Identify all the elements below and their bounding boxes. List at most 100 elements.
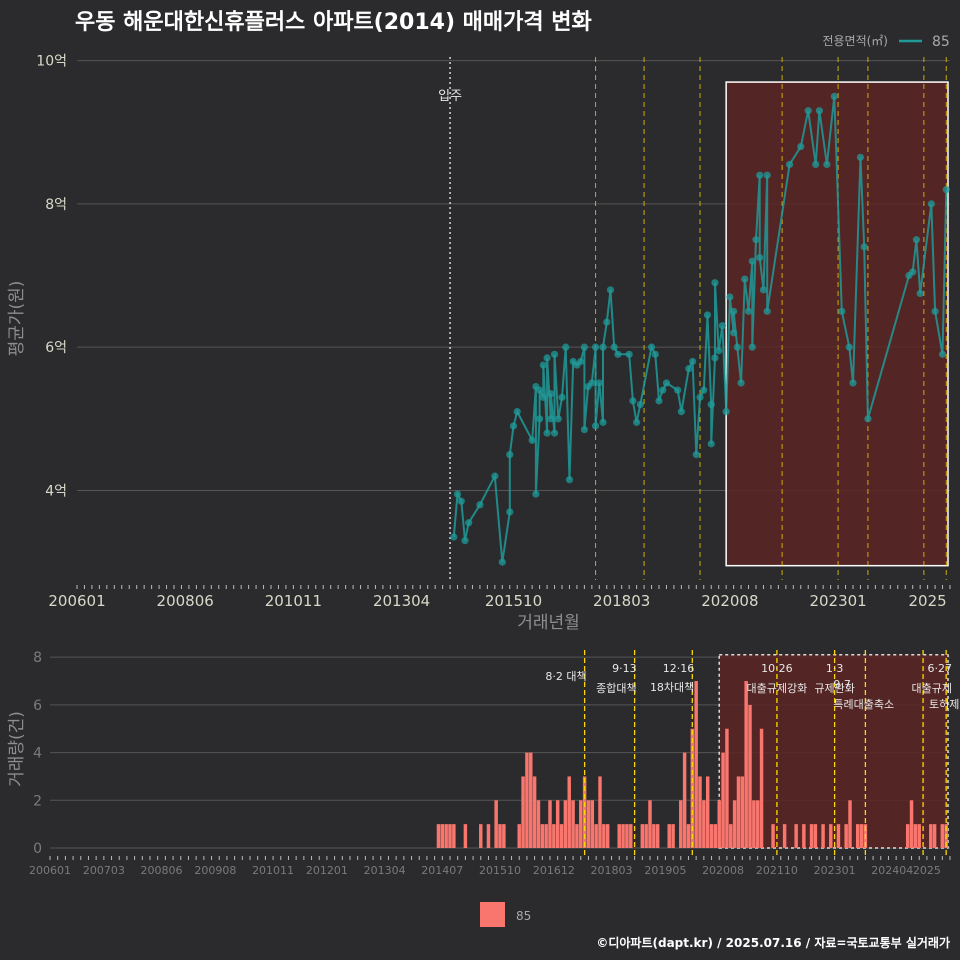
x-tick-label: 202008: [701, 592, 758, 610]
x-minor-ticks: [76, 585, 951, 589]
volume-bar: [563, 800, 568, 848]
volume-bar: [809, 824, 814, 848]
volume-chart: 0 2 4 6 8 8·2 대책 9·13 종합대책 12·16 18차대책 10·26 대출규제강화…: [7, 650, 960, 877]
price-point: [647, 343, 656, 351]
price-point: [812, 160, 820, 169]
volume-bar: [705, 776, 710, 848]
volume-bar: [855, 824, 860, 848]
price-point: [580, 425, 588, 434]
price-point: [804, 107, 812, 115]
volume-bar: [598, 776, 602, 848]
price-point: [744, 307, 753, 315]
volume-bar: [940, 824, 945, 848]
price-point: [688, 357, 697, 366]
price-point: [931, 307, 939, 315]
volume-bar: [821, 824, 825, 848]
price-point: [707, 400, 715, 409]
price-point: [748, 257, 756, 265]
volume-x-tick-label: 201407: [421, 864, 463, 877]
policy-label: 특례대출축소: [833, 698, 894, 711]
price-point: [614, 350, 622, 358]
volume-minor-ticks: [49, 856, 951, 860]
volume-y-tick-label: 8: [33, 650, 42, 666]
x-tick-label: 200601: [48, 592, 105, 610]
volume-bar: [759, 728, 764, 848]
price-point: [730, 307, 738, 315]
price-point: [756, 171, 764, 179]
volume-bar: [529, 752, 533, 848]
price-point: [599, 418, 607, 426]
volume-x-tick-label: 200601: [29, 864, 71, 877]
price-point: [539, 361, 547, 369]
price-point: [562, 343, 570, 351]
bottom-legend-label: 85: [516, 909, 531, 923]
volume-x-tick-label: 202301: [814, 864, 856, 877]
price-point: [610, 343, 618, 351]
volume-bar: [652, 824, 656, 848]
volume-bar: [586, 800, 591, 848]
volume-x-tick-label: 201803: [591, 864, 633, 877]
bottom-legend-swatch: [480, 902, 505, 927]
policy-label: 토허제 해제: [929, 697, 960, 711]
volume-x-tick-label: 201201: [306, 864, 348, 877]
price-point: [591, 343, 600, 351]
volume-bar: [671, 824, 675, 848]
price-point: [707, 440, 715, 448]
volume-bar: [736, 776, 741, 848]
y-axis-title: 평균가(원): [7, 281, 27, 357]
volume-bar: [713, 824, 718, 848]
volume-bar: [579, 800, 583, 848]
volume-bar: [479, 824, 483, 848]
volume-bar: [905, 824, 910, 848]
price-point: [912, 236, 921, 244]
legend: 전용면적(㎡) 85: [822, 34, 949, 50]
price-point: [938, 350, 947, 358]
volume-bar: [502, 824, 506, 848]
y-tick-label: 6억: [45, 340, 67, 356]
policy-label: 9·7: [833, 678, 851, 691]
price-point: [453, 490, 462, 498]
price-point: [550, 429, 559, 437]
price-point: [748, 343, 756, 351]
price-point: [730, 329, 738, 337]
price-point: [506, 451, 514, 459]
price-point: [785, 160, 794, 169]
price-point: [491, 472, 499, 480]
price-point: [737, 379, 745, 387]
x-tick-label: 201510: [485, 592, 542, 610]
price-point: [860, 243, 868, 251]
price-point: [927, 200, 935, 208]
price-point: [636, 400, 644, 409]
volume-x-tick-label: 201011: [252, 864, 294, 877]
volume-y-tick-label: 6: [33, 698, 42, 714]
price-point: [662, 379, 671, 387]
volume-bar: [552, 824, 556, 848]
price-point: [692, 451, 700, 459]
price-point: [942, 185, 950, 194]
volume-bar: [625, 824, 629, 848]
volume-bar: [682, 752, 687, 848]
price-point: [830, 92, 838, 101]
volume-bar: [555, 800, 560, 848]
price-point: [759, 286, 768, 294]
volume-x-tick-label: 2025: [913, 864, 941, 877]
x-tick-label: 201304: [373, 592, 430, 610]
price-point: [577, 357, 585, 366]
volume-bar: [617, 824, 621, 848]
x-tick-label: 201803: [593, 592, 650, 610]
volume-bar: [463, 824, 468, 848]
price-point: [856, 153, 865, 161]
volume-bar: [629, 824, 633, 848]
volume-bar: [794, 824, 798, 848]
price-point: [536, 386, 544, 394]
volume-bar: [440, 824, 445, 848]
price-point: [741, 275, 749, 283]
volume-bar: [602, 824, 606, 848]
x-axis-title: 거래년월: [517, 613, 580, 633]
policy-label: 10·26: [761, 662, 793, 675]
volume-bar: [836, 824, 841, 848]
policy-label: 9·13: [612, 662, 637, 675]
volume-bar: [755, 800, 760, 848]
move-in-label: 입주: [438, 89, 462, 104]
